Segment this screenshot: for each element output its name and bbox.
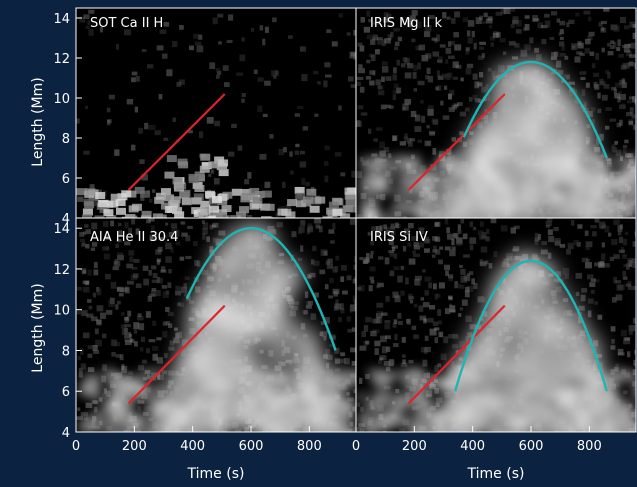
x-tick-label: 800 <box>297 439 322 454</box>
x-tick-label: 800 <box>577 439 602 454</box>
x-axis-label-left: Time (s) <box>187 466 245 482</box>
x-tick-label: 200 <box>122 439 147 454</box>
parabolic-arc <box>454 259 608 392</box>
panel-frame <box>355 217 637 433</box>
fit-line <box>127 304 226 405</box>
panel-title-iris-si: IRIS Si IV <box>370 230 428 245</box>
panel-sot-ca-ii-h: SOT Ca II H 4 6 8 10 12 14 <box>53 7 357 227</box>
parabolic-arc <box>462 60 608 159</box>
y-tick-label: 10 <box>53 92 70 107</box>
y-tick-label: 14 <box>53 12 70 27</box>
x-tick-label: 600 <box>239 439 264 454</box>
x-axis-label-right: Time (s) <box>467 466 525 482</box>
y-tick-label: 8 <box>62 344 70 359</box>
x-tick-label: 400 <box>180 439 205 454</box>
emission-image <box>76 218 356 432</box>
panel-aia-he-ii: AIA He II 30.4 4 6 8 10 12 14 0 200 400 600 800 <box>53 217 357 454</box>
fit-line <box>407 304 506 405</box>
emission-image <box>356 218 636 432</box>
x-tick-label: 0 <box>352 439 360 454</box>
fit-line <box>407 93 506 191</box>
panel-iris-si-iv: IRIS Si IV 0 200 400 600 800 <box>352 217 637 454</box>
y-tick-label: 8 <box>62 132 70 147</box>
y-axis-label-bottom: Length (Mm) <box>30 283 46 372</box>
panel-title-sot: SOT Ca II H <box>90 16 163 31</box>
x-tick-label: 400 <box>460 439 485 454</box>
emission-image <box>356 8 636 218</box>
y-tick-label: 4 <box>62 212 70 227</box>
panel-title-iris-mg: IRIS Mg II k <box>370 16 442 31</box>
parabolic-arc <box>185 227 337 351</box>
panel-iris-mg-ii-k: IRIS Mg II k <box>355 7 637 219</box>
y-tick-label: 6 <box>62 385 70 400</box>
emission-image <box>76 8 356 218</box>
y-tick-label: 10 <box>53 304 70 319</box>
panel-title-aia: AIA He II 30.4 <box>90 230 178 245</box>
fit-line <box>127 93 226 191</box>
x-tick-label: 0 <box>72 439 80 454</box>
y-tick-label: 12 <box>53 52 70 67</box>
y-tick-label: 14 <box>53 222 70 237</box>
y-tick-label: 6 <box>62 172 70 187</box>
x-tick-label: 200 <box>402 439 427 454</box>
y-tick-label: 4 <box>62 426 70 441</box>
x-tick-label: 600 <box>519 439 544 454</box>
y-axis-label-top: Length (Mm) <box>30 77 46 166</box>
y-tick-label: 12 <box>53 263 70 278</box>
